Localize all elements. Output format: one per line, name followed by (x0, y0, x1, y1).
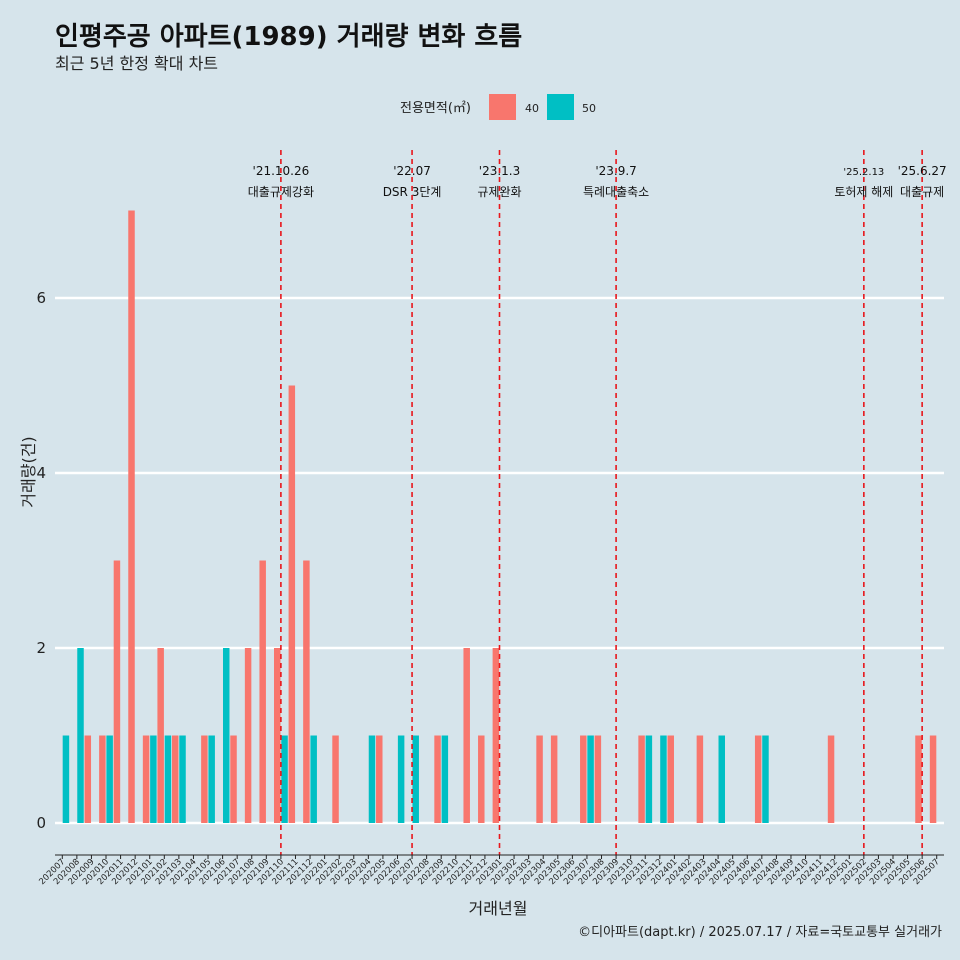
annotation-label: DSR 3단계 (383, 185, 442, 199)
legend-swatch-40 (489, 94, 516, 120)
bar-40-202307 (580, 735, 587, 823)
bar-40-202301 (492, 648, 500, 823)
annotation-label: 규제완화 (477, 185, 521, 199)
bar-40-202401 (667, 735, 674, 823)
annotation-label: 특례대출축소 (583, 185, 649, 199)
bar-50-202106 (222, 648, 230, 823)
bar-50-202404 (718, 735, 725, 823)
bar-40-202101 (142, 735, 150, 823)
bar-40-202108 (244, 648, 252, 823)
y-tick-label: 4 (36, 464, 46, 482)
bar-40-202011 (113, 560, 121, 823)
annotation-date: '22.07 (393, 164, 431, 178)
bar-50-202307 (587, 735, 594, 823)
bar-40-202412 (827, 735, 835, 823)
bar-40-202102 (157, 648, 164, 823)
bar-40-202212 (478, 735, 485, 823)
bar-40-202202 (332, 735, 339, 823)
bar-50-202209 (441, 735, 449, 823)
y-axis-label: 거래량(건) (19, 436, 38, 507)
bar-50-202204 (368, 735, 376, 823)
caption: ©디아파트(dapt.kr) / 2025.07.17 / 자료=국토교통부 실… (578, 925, 942, 940)
bar-40-202211 (463, 648, 470, 823)
annotation-date: '23.1.3 (479, 164, 520, 178)
bar-40-202205 (376, 735, 383, 823)
bar-40-202209 (434, 735, 441, 823)
bar-50-202407 (762, 735, 769, 823)
y-tick-label: 6 (36, 289, 46, 307)
annotation-date: '21.10.26 (253, 164, 310, 178)
bar-50-202103 (179, 735, 186, 823)
legend-title: 전용면적(㎡) (400, 101, 471, 116)
legend-swatch-50 (547, 94, 574, 120)
annotation-date: '25.2.13 (843, 167, 884, 178)
annotation-date: '25.6.27 (898, 164, 947, 178)
bar-50-202102 (164, 735, 172, 823)
bar-50-202112 (310, 735, 317, 823)
bar-40-202009 (84, 735, 92, 823)
bar-40-202403 (696, 735, 704, 823)
bar-50-202311 (645, 735, 653, 823)
chart-title: 인평주공 아파트(1989) 거래량 변화 흐름 (55, 22, 522, 52)
chart-subtitle: 최근 5년 한정 확대 차트 (55, 54, 218, 73)
annotation-label: 대출규제강화 (248, 185, 314, 199)
bar-50-202010 (106, 735, 113, 823)
bar-40-202311 (638, 735, 645, 823)
bar-40-202111 (288, 385, 296, 823)
x-axis-label: 거래년월 (469, 899, 528, 918)
annotation-date: '23.9.7 (595, 164, 636, 178)
legend-label-50: 50 (582, 102, 596, 115)
y-tick-label: 0 (36, 814, 46, 832)
bar-50-202110 (281, 735, 288, 823)
bar-40-202110 (274, 648, 281, 823)
bar-40-202507 (929, 735, 937, 823)
bar-50-202101 (150, 735, 157, 823)
legend-label-40: 40 (525, 102, 539, 115)
bar-40-202112 (303, 560, 310, 823)
legend: 전용면적(㎡) 40 50 (400, 94, 596, 120)
x-axis: 2020072020082020092020102020112020122021… (37, 854, 944, 887)
y-axis: 0 2 4 6 (36, 289, 46, 832)
bar-50-202206 (397, 735, 405, 823)
bar-40-202012 (128, 210, 135, 823)
y-tick-label: 2 (36, 639, 46, 657)
bar-50-202008 (77, 648, 84, 823)
bar-50-202312 (660, 735, 667, 823)
bar-40-202305 (550, 735, 558, 823)
bar-50-202105 (208, 735, 215, 823)
annotation-label: 대출규제 (900, 185, 944, 199)
bar-40-202105 (201, 735, 208, 823)
bar-40-202308 (594, 735, 602, 823)
bar-50-202007 (62, 735, 70, 823)
bar-40-202506 (915, 735, 922, 823)
bar-40-202109 (259, 560, 266, 823)
bar-40-202304 (536, 735, 543, 823)
annotation-label: 토허제 해제 (834, 185, 893, 199)
bar-40-202407 (754, 735, 762, 823)
bar-40-202010 (99, 735, 106, 823)
bars (62, 210, 937, 823)
bar-40-202103 (171, 735, 179, 823)
bar-40-202107 (230, 735, 237, 823)
annotation-lines: '21.10.26 대출규제강화 '22.07 DSR 3단계 '23.1.3 규제완화 '… (248, 150, 947, 855)
bar-50-202207 (412, 735, 419, 823)
